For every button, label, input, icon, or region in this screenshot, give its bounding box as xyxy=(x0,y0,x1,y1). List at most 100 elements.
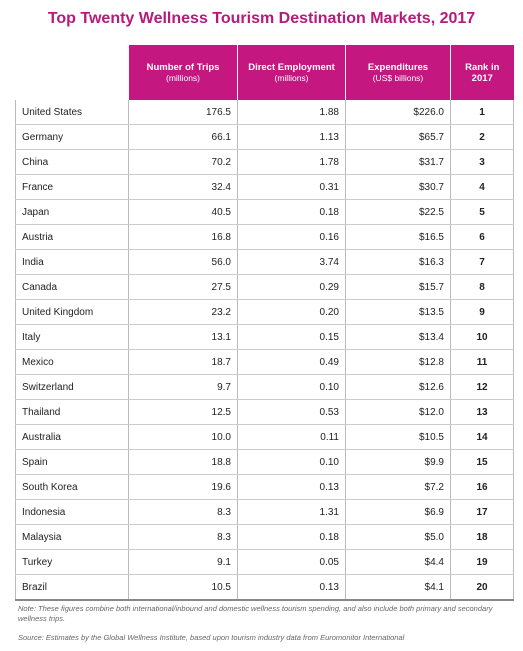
value-cell: 13.1 xyxy=(128,324,238,350)
country-cell: Austria xyxy=(15,224,129,250)
value-cell: 0.13 xyxy=(237,574,346,601)
table-row: Malaysia 8.3 0.18 $5.0 18 xyxy=(15,524,514,550)
value-cell: 7 xyxy=(450,249,514,275)
header-row: Number of Trips (millions) Direct Employme… xyxy=(15,45,514,100)
value-cell: 15 xyxy=(450,449,514,475)
source: Source: Estimates by the Global Wellness… xyxy=(18,633,405,642)
table-row: Italy 13.1 0.15 $13.4 10 xyxy=(15,324,514,350)
value-cell: $22.5 xyxy=(345,199,451,225)
value-cell: $226.0 xyxy=(345,100,451,125)
value-cell: 0.49 xyxy=(237,349,346,375)
value-cell: 6 xyxy=(450,224,514,250)
value-cell: $4.1 xyxy=(345,574,451,601)
header-title: Rank in 2017 xyxy=(465,61,500,84)
table-row: Spain 18.8 0.10 $9.9 15 xyxy=(15,449,514,475)
value-cell: 17 xyxy=(450,499,514,525)
value-cell: $12.0 xyxy=(345,399,451,425)
value-cell: 16.8 xyxy=(128,224,238,250)
value-cell: 0.11 xyxy=(237,424,346,450)
value-cell: 0.18 xyxy=(237,524,346,550)
country-cell: India xyxy=(15,249,129,275)
value-cell: $16.3 xyxy=(345,249,451,275)
value-cell: $6.9 xyxy=(345,499,451,525)
value-cell: $4.4 xyxy=(345,549,451,575)
table-body: United States 176.5 1.88 $226.0 1 Germany 66.1… xyxy=(15,100,514,601)
note: Note: These figures combine both interna… xyxy=(18,604,493,623)
table-row: Brazil 10.5 0.13 $4.1 20 xyxy=(15,574,514,601)
country-cell: United Kingdom xyxy=(15,299,129,325)
value-cell: 1.13 xyxy=(237,124,346,150)
value-cell: 10.5 xyxy=(128,574,238,601)
country-cell: Malaysia xyxy=(15,524,129,550)
country-cell: United States xyxy=(15,100,129,125)
value-cell: 0.18 xyxy=(237,199,346,225)
country-cell: France xyxy=(15,174,129,200)
value-cell: $13.4 xyxy=(345,324,451,350)
country-cell: China xyxy=(15,149,129,175)
value-cell: $30.7 xyxy=(345,174,451,200)
value-cell: 0.16 xyxy=(237,224,346,250)
value-cell: 16 xyxy=(450,474,514,500)
value-cell: $7.2 xyxy=(345,474,451,500)
value-cell: 27.5 xyxy=(128,274,238,300)
value-cell: 56.0 xyxy=(128,249,238,275)
table-row: United Kingdom 23.2 0.20 $13.5 9 xyxy=(15,299,514,325)
column-header: Expenditures (US$ billions) xyxy=(345,45,451,100)
table-row: Indonesia 8.3 1.31 $6.9 17 xyxy=(15,499,514,525)
country-cell: Italy xyxy=(15,324,129,350)
table-row: United States 176.5 1.88 $226.0 1 xyxy=(15,100,514,125)
value-cell: 4 xyxy=(450,174,514,200)
value-cell: $12.6 xyxy=(345,374,451,400)
value-cell: 14 xyxy=(450,424,514,450)
header-title: Expenditures xyxy=(367,61,429,73)
table-row: South Korea 19.6 0.13 $7.2 16 xyxy=(15,474,514,500)
value-cell: $9.9 xyxy=(345,449,451,475)
value-cell: 8.3 xyxy=(128,524,238,550)
table-row: Canada 27.5 0.29 $15.7 8 xyxy=(15,274,514,300)
value-cell: 23.2 xyxy=(128,299,238,325)
table-row: Switzerland 9.7 0.10 $12.6 12 xyxy=(15,374,514,400)
table-row: China 70.2 1.78 $31.7 3 xyxy=(15,149,514,175)
value-cell: 5 xyxy=(450,199,514,225)
header-subtitle: (millions) xyxy=(166,72,200,83)
value-cell: $16.5 xyxy=(345,224,451,250)
value-cell: 0.13 xyxy=(237,474,346,500)
value-cell: 18.7 xyxy=(128,349,238,375)
value-cell: 0.20 xyxy=(237,299,346,325)
value-cell: 1 xyxy=(450,100,514,125)
table-row: Mexico 18.7 0.49 $12.8 11 xyxy=(15,349,514,375)
table-row: Australia 10.0 0.11 $10.5 14 xyxy=(15,424,514,450)
value-cell: 20 xyxy=(450,574,514,601)
value-cell: 18 xyxy=(450,524,514,550)
blank-header xyxy=(15,45,129,100)
value-cell: 9.7 xyxy=(128,374,238,400)
country-cell: Canada xyxy=(15,274,129,300)
value-cell: 1.78 xyxy=(237,149,346,175)
value-cell: 66.1 xyxy=(128,124,238,150)
column-header: Rank in 2017 xyxy=(450,45,514,100)
value-cell: 70.2 xyxy=(128,149,238,175)
value-cell: 3 xyxy=(450,149,514,175)
header-title: Number of Trips xyxy=(146,61,220,73)
country-cell: Brazil xyxy=(15,574,129,601)
value-cell: $31.7 xyxy=(345,149,451,175)
country-cell: Switzerland xyxy=(15,374,129,400)
header-title: Direct Employment xyxy=(248,61,335,73)
value-cell: 10.0 xyxy=(128,424,238,450)
value-cell: 13 xyxy=(450,399,514,425)
value-cell: 8 xyxy=(450,274,514,300)
header-subtitle: (millions) xyxy=(274,72,309,83)
header-subtitle: (US$ billions) xyxy=(372,72,424,83)
country-cell: Germany xyxy=(15,124,129,150)
value-cell: $15.7 xyxy=(345,274,451,300)
value-cell: 0.53 xyxy=(237,399,346,425)
value-cell: $12.8 xyxy=(345,349,451,375)
value-cell: 3.74 xyxy=(237,249,346,275)
value-cell: 8.3 xyxy=(128,499,238,525)
country-cell: Turkey xyxy=(15,549,129,575)
table-row: Turkey 9.1 0.05 $4.4 19 xyxy=(15,549,514,575)
table-row: France 32.4 0.31 $30.7 4 xyxy=(15,174,514,200)
value-cell: 0.29 xyxy=(237,274,346,300)
value-cell: 11 xyxy=(450,349,514,375)
